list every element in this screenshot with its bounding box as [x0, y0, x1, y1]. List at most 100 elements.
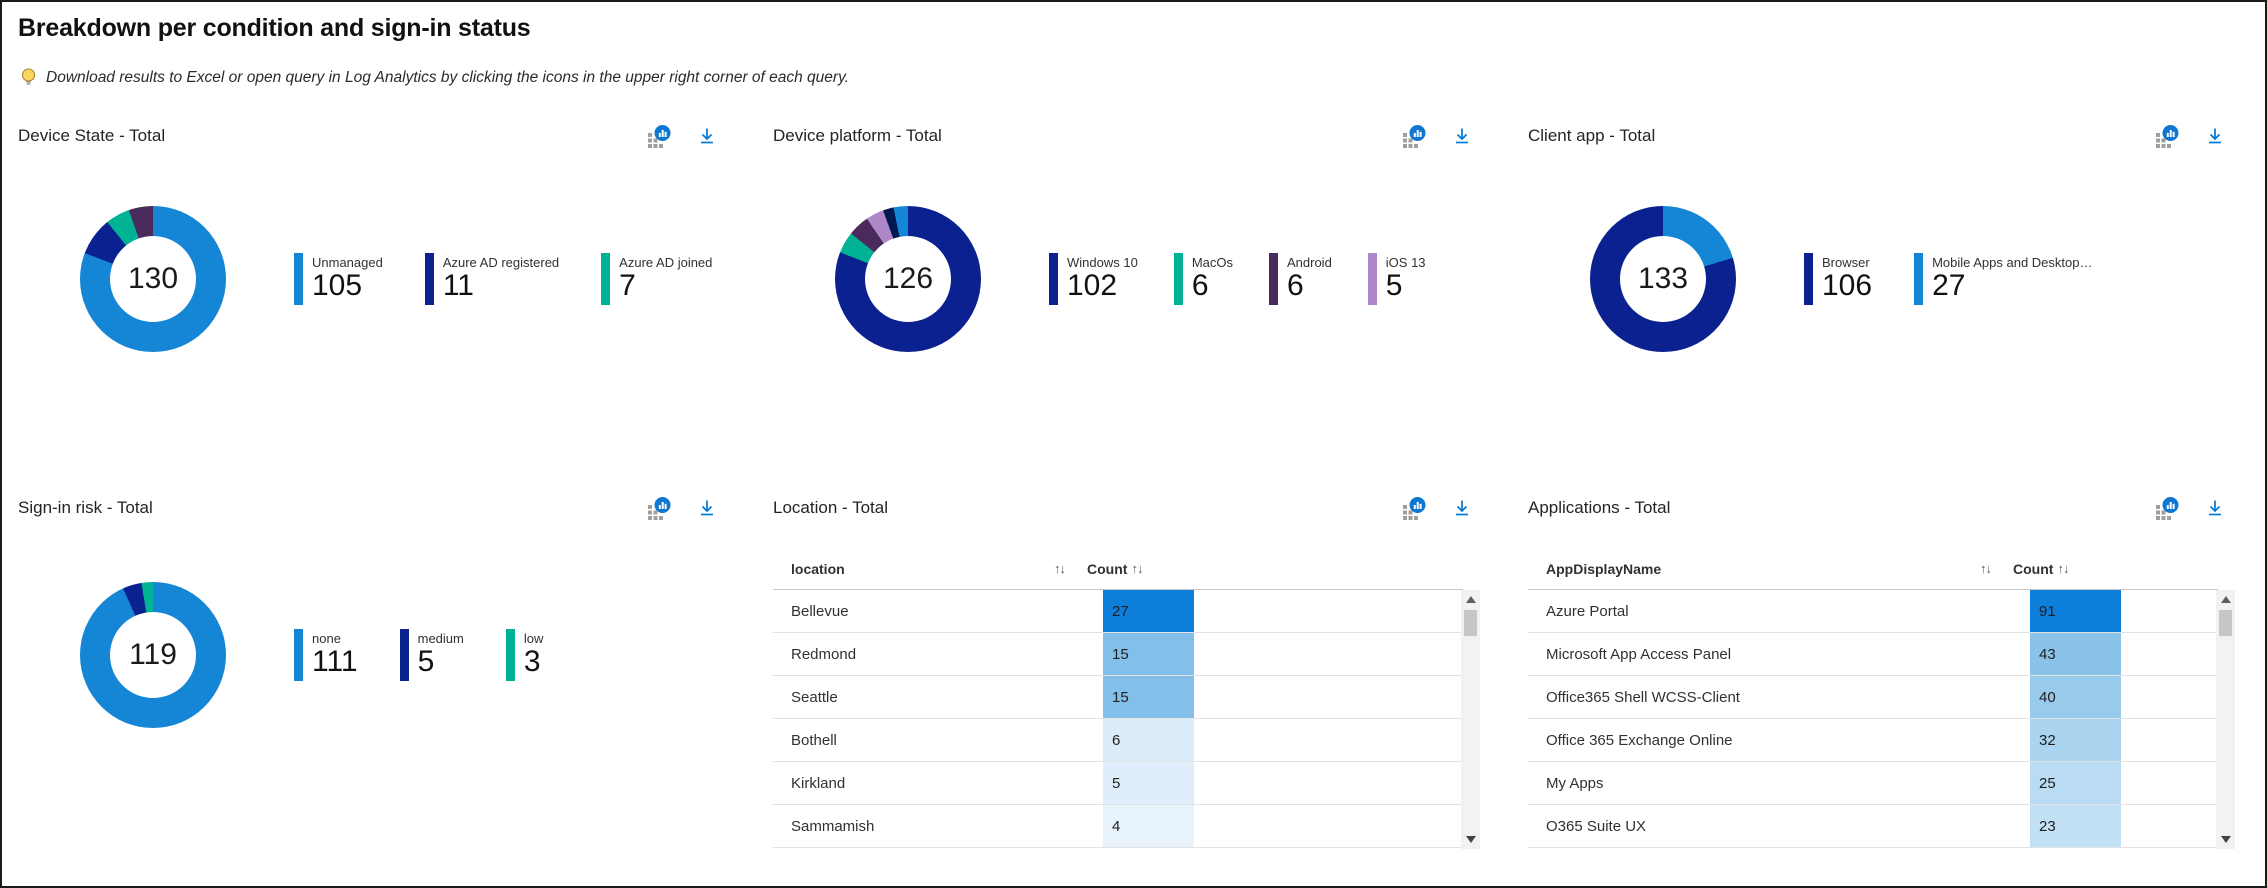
legend-item[interactable]: medium 5 — [399, 629, 464, 681]
sort-icon[interactable]: ↑↓ — [1980, 561, 1992, 576]
lightbulb-icon — [20, 67, 37, 88]
legend-item[interactable]: MacOs 6 — [1173, 253, 1233, 305]
table-row[interactable]: My Apps 25 — [1528, 762, 2218, 805]
table-row[interactable]: Azure Portal 91 — [1528, 590, 2218, 633]
legend-item[interactable]: none 111 — [294, 629, 358, 681]
device-platform-legend: Windows 10 102 MacOs 6 Android 6 iOS 13 5 — [1049, 253, 1426, 305]
log-analytics-icon[interactable] — [1403, 124, 1426, 148]
legend-item[interactable]: Azure AD registered 11 — [424, 253, 560, 305]
download-excel-icon[interactable] — [1452, 498, 1472, 518]
download-excel-icon[interactable] — [697, 498, 717, 518]
legend-label: medium — [417, 631, 464, 646]
count-heat-cell: 15 — [1103, 676, 1194, 718]
location-cell: Redmond — [791, 645, 857, 663]
scrollbar-thumb[interactable] — [1464, 610, 1477, 636]
legend-color-bar — [1804, 253, 1813, 305]
legend-color-bar — [601, 253, 611, 305]
table-scrollbar[interactable] — [2216, 590, 2235, 849]
hint-text: Download results to Excel or open query … — [46, 68, 849, 86]
device-state-legend: Unmanaged 105 Azure AD registered 11 Azure… — [294, 253, 712, 305]
count-heat-cell: 32 — [2030, 719, 2121, 761]
legend-label: Azure AD joined — [619, 255, 713, 270]
panel-title-device-state: Device State - Total — [18, 126, 166, 145]
hint-row: Download results to Excel or open query … — [18, 67, 2247, 88]
legend-color-bar — [399, 629, 409, 681]
table-row[interactable]: Microsoft App Access Panel 43 — [1528, 633, 2218, 676]
count-heat-cell: 5 — [1103, 762, 1194, 804]
app-cell: Office365 Shell WCSS-Client — [1546, 688, 1740, 706]
table-row[interactable]: Office365 Shell WCSS-Client 40 — [1528, 676, 2218, 719]
download-excel-icon[interactable] — [2205, 498, 2225, 518]
table-row[interactable]: Sammamish 4 — [773, 805, 1463, 848]
sort-icon: ↑↓ — [1131, 561, 1143, 576]
count-heat-cell: 23 — [2030, 805, 2121, 847]
legend-value: 27 — [1932, 269, 1966, 302]
download-excel-icon[interactable] — [2205, 126, 2225, 146]
panel-device-state: Device State - Total — [2, 98, 757, 470]
count-heat-cell: 4 — [1103, 805, 1194, 847]
device-platform-donut-chart[interactable]: 126 — [835, 206, 981, 352]
legend-color-bar — [424, 253, 434, 305]
scroll-down-arrow-icon[interactable] — [2220, 836, 2231, 843]
log-analytics-icon[interactable] — [1403, 496, 1426, 520]
legend-label: low — [523, 631, 544, 646]
legend-item[interactable]: Mobile Apps and Desktop… 27 — [1914, 253, 2093, 305]
location-cell: Bellevue — [791, 602, 849, 620]
table-row[interactable]: Bellevue 27 — [773, 590, 1463, 633]
app-cell: My Apps — [1546, 774, 1604, 792]
log-analytics-icon[interactable] — [2156, 496, 2179, 520]
donut-total: 130 — [127, 262, 179, 295]
legend-color-bar — [505, 629, 515, 681]
location-table: location ↑↓ Count ↑↓ Bellevue 27 Redmond … — [773, 548, 1480, 849]
location-cell: Bothell — [791, 731, 837, 749]
log-analytics-icon[interactable] — [648, 496, 671, 520]
legend-item[interactable]: Browser 106 — [1804, 253, 1872, 305]
page-header: Breakdown per condition and sign-in stat… — [2, 2, 2265, 88]
sort-icon[interactable]: ↑↓ — [1054, 561, 1066, 576]
donut-total: 133 — [1637, 262, 1689, 295]
legend-value: 5 — [417, 645, 435, 678]
legend-item[interactable]: Windows 10 102 — [1049, 253, 1138, 305]
download-excel-icon[interactable] — [697, 126, 717, 146]
scroll-up-arrow-icon[interactable] — [1465, 596, 1476, 603]
panel-title-location: Location - Total — [773, 498, 888, 517]
column-header-count[interactable]: Count ↑↓ — [2013, 560, 2069, 577]
panels-grid: Device State - Total — [2, 98, 2265, 862]
table-row[interactable]: Bothell 6 — [773, 719, 1463, 762]
count-heat-cell: 40 — [2030, 676, 2121, 718]
signin-risk-donut-chart[interactable]: 119 — [80, 582, 226, 728]
download-excel-icon[interactable] — [1452, 126, 1472, 146]
legend-item[interactable]: Azure AD joined 7 — [601, 253, 712, 305]
legend-value: 5 — [1385, 269, 1403, 302]
legend-item[interactable]: iOS 13 5 — [1367, 253, 1426, 305]
legend-item[interactable]: low 3 — [505, 629, 544, 681]
column-header-appdisplayname[interactable]: AppDisplayName — [1546, 560, 1662, 577]
client-app-donut-chart[interactable]: 133 — [1590, 206, 1736, 352]
device-state-donut-chart[interactable]: 130 — [80, 206, 226, 352]
scroll-down-arrow-icon[interactable] — [1465, 836, 1476, 843]
donut-total: 126 — [882, 262, 934, 295]
log-analytics-icon[interactable] — [648, 124, 671, 148]
legend-value: 7 — [619, 269, 636, 302]
legend-value: 105 — [312, 269, 363, 302]
legend-item[interactable]: Android 6 — [1268, 253, 1332, 305]
table-row[interactable]: Redmond 15 — [773, 633, 1463, 676]
table-scrollbar[interactable] — [1461, 590, 1480, 849]
table-row[interactable]: Seattle 15 — [773, 676, 1463, 719]
legend-item[interactable]: Unmanaged 105 — [294, 253, 383, 305]
legend-label: Browser — [1822, 255, 1870, 270]
table-row[interactable]: Office 365 Exchange Online 32 — [1528, 719, 2218, 762]
app-cell: Office 365 Exchange Online — [1546, 731, 1733, 749]
legend-label: Azure AD registered — [442, 255, 560, 270]
log-analytics-icon[interactable] — [2156, 124, 2179, 148]
panel-title-signin-risk: Sign-in risk - Total — [18, 498, 153, 517]
table-row[interactable]: O365 Suite UX 23 — [1528, 805, 2218, 848]
column-header-count[interactable]: Count ↑↓ — [1087, 560, 1143, 577]
scrollbar-thumb[interactable] — [2219, 610, 2232, 636]
scroll-up-arrow-icon[interactable] — [2220, 596, 2231, 603]
applications-table-header: AppDisplayName ↑↓ Count ↑↓ — [1528, 548, 2218, 590]
column-header-location[interactable]: location — [791, 560, 845, 577]
table-row[interactable]: Kirkland 5 — [773, 762, 1463, 805]
legend-color-bar — [1268, 253, 1278, 305]
